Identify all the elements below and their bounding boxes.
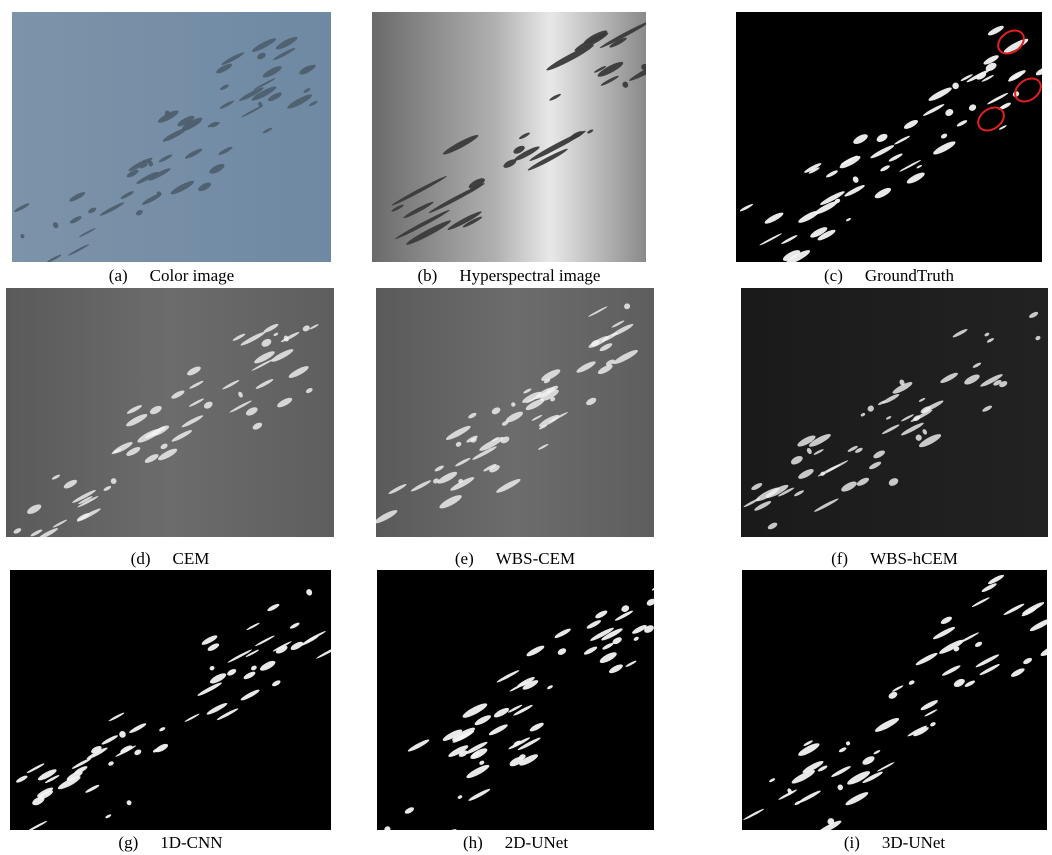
image [10, 570, 331, 830]
panel-label: (a) [109, 266, 128, 285]
image-panel [741, 288, 1048, 537]
background [741, 288, 1048, 537]
panel-caption: 1D-CNN [160, 833, 222, 852]
caption: (h) 2D-UNet [463, 833, 568, 853]
image [377, 570, 654, 830]
image [736, 12, 1042, 262]
image [741, 288, 1048, 537]
background [6, 288, 334, 537]
panel-caption: GroundTruth [865, 266, 954, 285]
caption: (e) WBS-CEM [455, 549, 575, 569]
panel-label: (i) [844, 833, 860, 852]
background [376, 288, 654, 537]
background [736, 12, 1042, 262]
panel-label: (c) [824, 266, 843, 285]
panel-caption: Hyperspectral image [459, 266, 600, 285]
caption: (i) 3D-UNet [844, 833, 945, 853]
image-panel [377, 570, 654, 830]
image-panel [6, 288, 334, 537]
caption: (f) WBS-hCEM [831, 549, 958, 569]
image [372, 12, 646, 262]
caption: (b) Hyperspectral image [418, 266, 601, 286]
panel-label: (b) [418, 266, 438, 285]
panel-label: (f) [831, 549, 848, 568]
panel-caption: CEM [172, 549, 209, 568]
panel-caption: WBS-CEM [496, 549, 575, 568]
caption: (d) CEM [131, 549, 210, 569]
figure: (a) Color image (b) Hyperspectral image (c) G… [0, 0, 1052, 855]
caption: (c) GroundTruth [824, 266, 954, 286]
image-panel [372, 12, 646, 262]
background [377, 570, 654, 830]
image [6, 288, 334, 537]
image-panel [12, 12, 331, 262]
image-panel [376, 288, 654, 537]
caption: (g) 1D-CNN [118, 833, 222, 853]
image [742, 570, 1047, 830]
panel-label: (g) [118, 833, 138, 852]
panel-label: (h) [463, 833, 483, 852]
panel-caption: 3D-UNet [882, 833, 945, 852]
panel-label: (d) [131, 549, 151, 568]
image-panel [736, 12, 1042, 262]
background [10, 570, 331, 830]
image-panel [10, 570, 331, 830]
panel-label: (e) [455, 549, 474, 568]
panel-caption: Color image [150, 266, 235, 285]
caption: (a) Color image [109, 266, 234, 286]
background [372, 12, 646, 262]
panel-caption: 2D-UNet [505, 833, 568, 852]
panel-caption: WBS-hCEM [870, 549, 958, 568]
image-panel [742, 570, 1047, 830]
image [376, 288, 654, 537]
image [12, 12, 331, 262]
